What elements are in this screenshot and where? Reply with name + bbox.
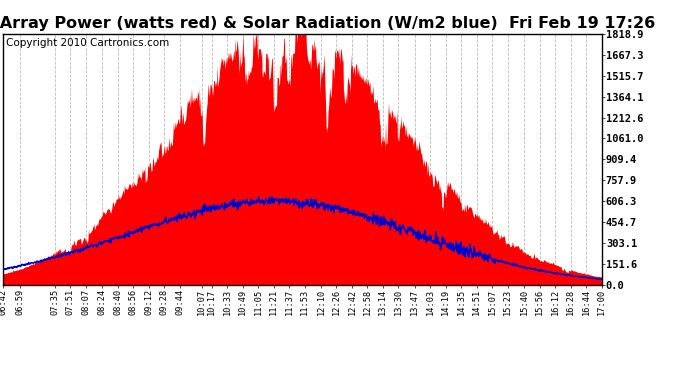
Title: West Array Power (watts red) & Solar Radiation (W/m2 blue)  Fri Feb 19 17:26: West Array Power (watts red) & Solar Rad… xyxy=(0,16,656,31)
Text: Copyright 2010 Cartronics.com: Copyright 2010 Cartronics.com xyxy=(6,38,170,48)
